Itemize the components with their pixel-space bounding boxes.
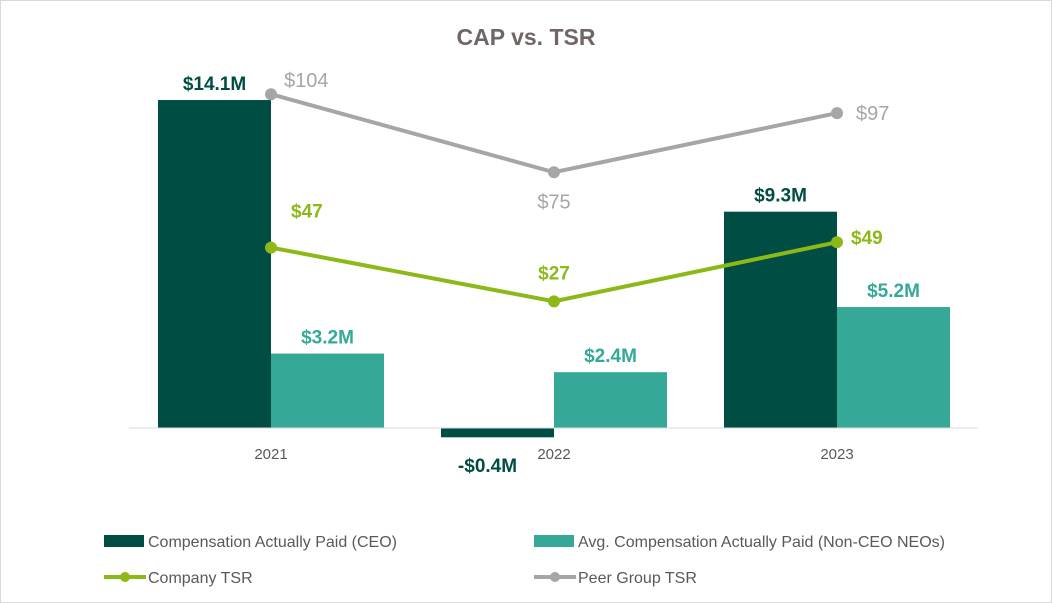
peer-tsr-line: [270, 92, 838, 175]
legend-marker: [550, 572, 560, 582]
bar-data-label: $3.2M: [301, 328, 354, 349]
x-tick-label: 2022: [537, 446, 570, 463]
legend-label: Avg. Compensation Actually Paid (Non-CEO…: [578, 534, 945, 551]
ceo-cap-bar-2021: [158, 100, 271, 428]
chart-title: CAP vs. TSR: [457, 24, 596, 50]
company-tsr-point: [831, 236, 843, 249]
peer-tsr-point: [265, 88, 277, 101]
x-tick-label: 2021: [254, 446, 287, 463]
neo-cap-bar-2022: [554, 372, 667, 428]
line-data-label: $49: [851, 228, 883, 249]
peer-tsr-point: [831, 107, 843, 120]
bar-data-label: $9.3M: [754, 186, 807, 207]
x-tick-label: 2023: [820, 446, 853, 463]
ceo-cap-bar-2022: [441, 428, 554, 438]
bar-data-label: $5.2M: [867, 281, 920, 302]
line-data-label: $75: [537, 191, 570, 213]
peer-tsr-point: [548, 166, 560, 179]
legend-swatch: [104, 535, 144, 547]
legend-swatch: [534, 535, 574, 547]
line-data-label: $27: [538, 263, 570, 284]
bar-data-label: $14.1M: [183, 74, 246, 95]
legend-label: Compensation Actually Paid (CEO): [148, 534, 397, 551]
company-tsr-point: [548, 295, 560, 308]
legend-item: Peer Group TSR: [534, 570, 697, 587]
bar-data-label: -$0.4M: [458, 456, 517, 477]
legend-marker: [120, 572, 130, 582]
company-tsr-point: [265, 241, 277, 254]
line-data-label: $104: [284, 70, 329, 92]
line-data-label: $97: [856, 103, 889, 125]
bar-data-label: $2.4M: [584, 346, 637, 367]
neo-cap-bar-2021: [271, 353, 384, 428]
legend-item: Company TSR: [104, 570, 253, 587]
legend-item: Avg. Compensation Actually Paid (Non-CEO…: [534, 534, 945, 551]
legend-item: Compensation Actually Paid (CEO): [104, 534, 397, 551]
neo-cap-bar-2023: [837, 307, 950, 428]
legend-label: Peer Group TSR: [578, 570, 697, 587]
line-data-label: $47: [291, 202, 323, 223]
legend-label: Company TSR: [148, 570, 253, 587]
